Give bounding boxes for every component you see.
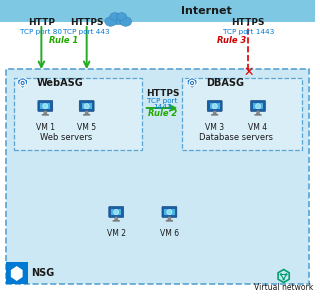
- Polygon shape: [11, 266, 23, 281]
- Text: Internet: Internet: [181, 6, 232, 16]
- FancyBboxPatch shape: [42, 114, 49, 116]
- FancyBboxPatch shape: [109, 207, 124, 218]
- FancyBboxPatch shape: [166, 220, 173, 222]
- Text: DBASG: DBASG: [206, 78, 244, 88]
- FancyBboxPatch shape: [182, 78, 302, 150]
- FancyBboxPatch shape: [111, 209, 121, 215]
- Text: VM 5: VM 5: [77, 122, 96, 131]
- FancyBboxPatch shape: [207, 100, 222, 111]
- FancyBboxPatch shape: [211, 114, 218, 116]
- FancyBboxPatch shape: [79, 100, 94, 111]
- Ellipse shape: [110, 13, 120, 20]
- Circle shape: [212, 104, 217, 109]
- Polygon shape: [114, 217, 118, 221]
- Text: Rule 1: Rule 1: [49, 36, 79, 45]
- FancyBboxPatch shape: [82, 103, 92, 109]
- Polygon shape: [187, 77, 197, 89]
- FancyBboxPatch shape: [162, 207, 177, 218]
- Circle shape: [84, 104, 89, 109]
- Ellipse shape: [105, 17, 116, 26]
- Text: HTTPS: HTTPS: [146, 89, 179, 98]
- Text: VM 3: VM 3: [205, 122, 224, 131]
- FancyBboxPatch shape: [113, 220, 120, 222]
- FancyBboxPatch shape: [6, 69, 309, 284]
- Polygon shape: [256, 111, 260, 115]
- Text: HTTPS: HTTPS: [231, 18, 265, 27]
- Text: Rule 2: Rule 2: [148, 109, 177, 118]
- Text: HTTPS: HTTPS: [70, 18, 103, 27]
- Text: TCP port: TCP port: [147, 98, 178, 104]
- Text: VM 1: VM 1: [36, 122, 55, 131]
- Text: Database servers: Database servers: [199, 134, 273, 142]
- Circle shape: [43, 104, 48, 109]
- Circle shape: [114, 209, 119, 215]
- Text: ✕: ✕: [243, 66, 253, 78]
- FancyBboxPatch shape: [254, 114, 262, 116]
- Circle shape: [283, 278, 285, 280]
- Circle shape: [167, 209, 172, 215]
- Circle shape: [285, 273, 288, 276]
- FancyBboxPatch shape: [251, 100, 266, 111]
- Text: TCP port 1443: TCP port 1443: [223, 29, 274, 35]
- Text: Web servers: Web servers: [40, 134, 92, 142]
- FancyBboxPatch shape: [40, 103, 51, 109]
- Polygon shape: [167, 217, 172, 221]
- Circle shape: [22, 82, 24, 84]
- Circle shape: [191, 82, 193, 84]
- Text: VM 6: VM 6: [160, 229, 179, 238]
- Polygon shape: [18, 77, 28, 89]
- FancyBboxPatch shape: [6, 262, 28, 284]
- Ellipse shape: [116, 13, 127, 20]
- Text: WebASG: WebASG: [36, 78, 83, 88]
- Text: VM 4: VM 4: [249, 122, 268, 131]
- Ellipse shape: [109, 13, 127, 24]
- Circle shape: [280, 273, 282, 276]
- Polygon shape: [212, 111, 217, 115]
- FancyBboxPatch shape: [14, 78, 142, 150]
- Text: TCP port 443: TCP port 443: [63, 29, 110, 35]
- Polygon shape: [43, 111, 48, 115]
- FancyBboxPatch shape: [0, 0, 315, 22]
- Text: HTTP: HTTP: [28, 18, 55, 27]
- FancyBboxPatch shape: [83, 114, 90, 116]
- FancyBboxPatch shape: [164, 209, 174, 215]
- FancyBboxPatch shape: [38, 100, 53, 111]
- Text: Virtual network: Virtual network: [254, 283, 313, 293]
- FancyBboxPatch shape: [210, 103, 220, 109]
- Text: TCP port 80: TCP port 80: [20, 29, 62, 35]
- Ellipse shape: [120, 17, 132, 26]
- Text: Rule 3: Rule 3: [217, 36, 246, 45]
- Text: NSG: NSG: [31, 268, 55, 278]
- Text: VM 2: VM 2: [107, 229, 126, 238]
- Circle shape: [255, 104, 260, 109]
- Text: 1443: 1443: [153, 104, 172, 110]
- Polygon shape: [84, 111, 89, 115]
- FancyBboxPatch shape: [253, 103, 263, 109]
